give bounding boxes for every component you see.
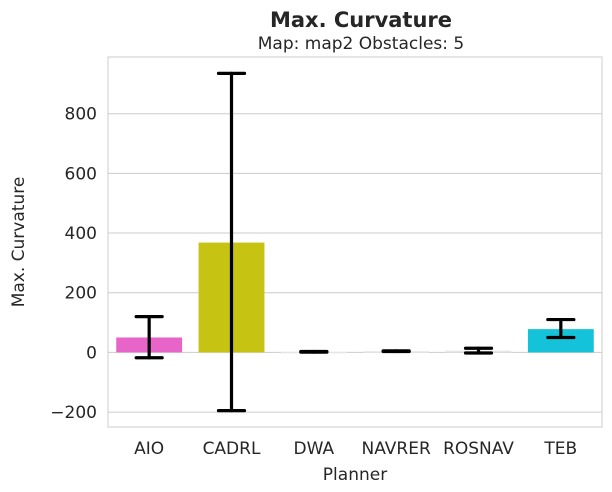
error-bar-teb xyxy=(546,317,576,340)
y-tick-label: 0 xyxy=(86,343,97,363)
y-tick-label: 200 xyxy=(65,284,97,304)
y-tick-label: 800 xyxy=(65,105,97,125)
x-tick-label: TEB xyxy=(543,439,577,459)
plot-frame xyxy=(107,56,603,428)
x-tick-label: ROSNAV xyxy=(443,439,514,459)
error-bar-rosnav xyxy=(463,346,494,355)
y-tick-label: −200 xyxy=(50,403,97,423)
chart-subtitle: Map: map2 Obstacles: 5 xyxy=(258,34,464,54)
error-bars xyxy=(134,71,576,413)
y-axis-label: Max. Curvature xyxy=(9,177,29,308)
bar-teb xyxy=(527,329,594,353)
bars xyxy=(116,242,594,354)
error-bar-navrer xyxy=(381,349,411,354)
x-tick-labels: AIO CADRL DWA NAVRER ROSNAV TEB xyxy=(134,439,577,459)
error-bar-dwa xyxy=(299,349,329,354)
y-tick-labels: −200 0 200 400 600 800 xyxy=(50,105,97,423)
error-bar-aio xyxy=(134,314,164,360)
x-tick-label: DWA xyxy=(294,439,335,459)
chart-title: Max. Curvature xyxy=(270,8,452,32)
x-tick-label: NAVRER xyxy=(362,439,431,459)
x-tick-label: AIO xyxy=(134,439,164,459)
y-tick-label: 600 xyxy=(65,164,97,184)
x-tick-label: CADRL xyxy=(203,439,261,459)
gridlines xyxy=(108,113,602,413)
x-axis-label: Planner xyxy=(323,465,387,485)
y-tick-label: 400 xyxy=(65,224,97,244)
error-bar-cadrl xyxy=(216,71,247,413)
